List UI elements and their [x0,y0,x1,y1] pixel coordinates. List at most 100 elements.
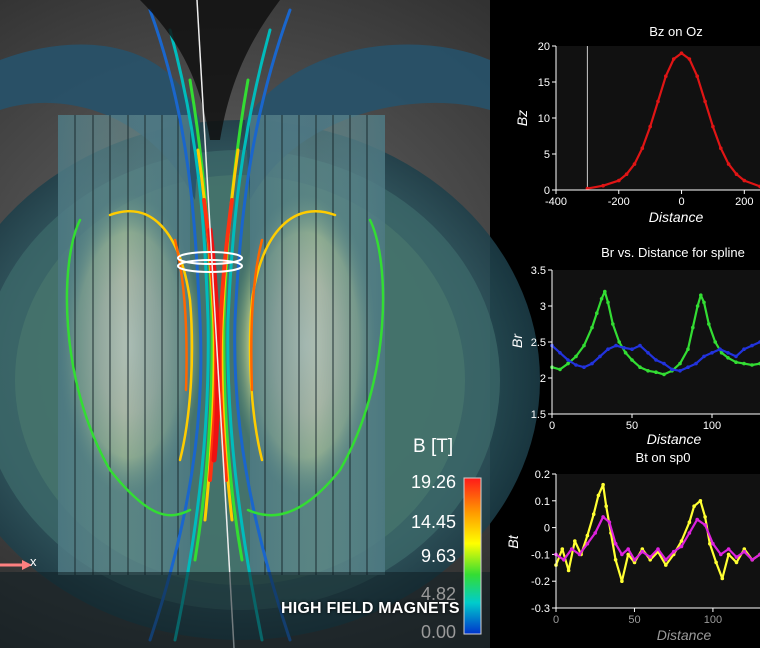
data-point [750,558,754,562]
data-point [708,541,712,546]
data-point [664,558,668,562]
data-point [713,340,717,344]
data-point [648,558,652,562]
data-point [695,74,699,78]
data-point [626,547,630,551]
y-tick-label: 2 [540,373,546,385]
data-point [742,361,746,366]
y-tick-label: 0 [544,523,550,535]
data-point [620,579,624,583]
data-point [711,124,715,129]
data-point [707,322,711,326]
y-tick-label: 0.2 [535,469,550,481]
x-tick-label: -400 [545,196,567,208]
data-point [623,351,628,355]
br-chart-title: Br vs. Distance for spline [601,245,745,260]
data-point [640,146,645,150]
data-point [607,520,612,524]
br-chart-ylabel: Br [509,333,525,348]
x-tick-label: 0 [549,420,555,432]
data-point [734,172,739,176]
y-tick-label: 2.5 [531,337,546,349]
data-point [640,549,645,554]
data-point [574,363,578,367]
colorbar-label-1: 14.45 [411,512,456,532]
data-point [726,547,731,551]
y-tick-label: 1.5 [531,409,546,421]
data-point [671,57,676,61]
br-chart-xlabel: Distance [647,431,702,447]
colorbar-gradient [463,477,482,635]
data-point [694,361,698,366]
data-point [638,343,642,348]
data-point [711,541,715,546]
axis-indicator [0,560,32,570]
x-tick-label: 50 [626,420,638,432]
data-point [562,558,566,562]
y-tick-label: 15 [538,77,550,89]
data-point [726,356,730,360]
bz-chart-xlabel: Distance [649,209,704,225]
right-coil-stack [250,115,385,575]
data-point [601,515,605,519]
data-point [648,124,652,129]
data-point [695,304,700,308]
data-point [679,544,684,549]
data-point [656,99,660,104]
data-point [734,560,739,565]
data-point [664,74,668,78]
data-point [599,297,604,301]
data-point [687,57,692,61]
x-tick-label: 0 [678,196,684,208]
bz-chart-ylabel: Bz [514,110,530,126]
y-tick-label: 3 [540,301,546,313]
data-point [710,351,714,355]
x-tick-label: 50 [628,614,640,626]
data-point [720,576,725,581]
data-point [603,289,607,294]
field-streamlines [65,8,385,642]
data-point [560,547,565,551]
data-point [734,354,738,359]
colorbar-label-4: 0.00 [421,622,456,642]
data-point [582,365,586,370]
data-point [569,547,574,551]
bt-chart-xlabel: Distance [657,627,712,643]
floor-band [0,572,490,648]
data-point [703,523,707,527]
data-point [566,361,570,366]
data-point [614,343,618,348]
data-point [679,51,684,55]
colorbar: B [T] 19.26 14.45 9.63 4.82 0.00 [411,436,482,642]
data-point [582,343,586,348]
data-point [702,300,706,305]
data-point [622,346,626,350]
data-point [596,493,601,498]
data-point [598,354,602,359]
x-tick-label: 100 [704,614,722,626]
data-point [703,515,707,519]
y-tick-label: 0.1 [535,496,550,508]
y-tick-label: 20 [538,41,550,53]
y-tick-label: 0 [544,185,550,197]
data-point [566,358,570,362]
data-point [620,552,624,557]
data-point [573,539,577,543]
y-tick-label: -0.1 [531,549,550,561]
data-point [679,539,684,543]
data-point [698,499,703,503]
data-point [734,555,739,559]
data-point [558,351,562,355]
data-point [687,520,692,524]
data-point [604,504,608,509]
y-tick-label: 5 [544,149,550,161]
data-point [606,300,610,305]
data-point [640,547,645,551]
data-point [566,568,571,573]
y-tick-label: -0.3 [531,603,550,615]
data-point [632,558,637,562]
y-tick-label: -0.2 [531,576,550,588]
top-funnel [140,0,280,140]
data-point [591,512,596,516]
data-point [692,504,696,509]
